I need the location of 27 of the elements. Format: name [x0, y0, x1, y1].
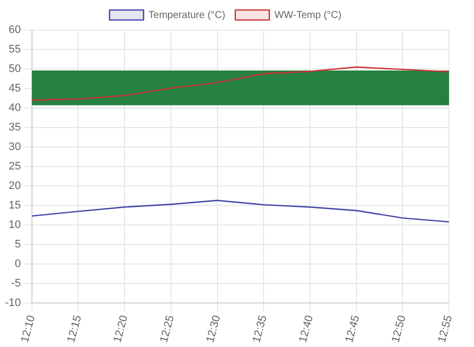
- y-tick-label: 50: [8, 63, 21, 76]
- x-tick-label: 12:45: [343, 314, 362, 344]
- y-tick-label: -10: [4, 297, 21, 310]
- y-tick-label: 55: [8, 44, 21, 56]
- y-tick-label: 0: [14, 258, 21, 270]
- y-tick-label: 60: [8, 24, 21, 36]
- x-tick-label: 12:40: [297, 314, 316, 344]
- x-tick-label: 12:35: [250, 314, 270, 344]
- y-tick-label: 5: [14, 238, 21, 251]
- y-tick-label: 10: [8, 219, 21, 232]
- x-tick-label: 12:50: [390, 314, 408, 344]
- x-tick-label: 12:10: [19, 314, 38, 344]
- legend-label: WW-Temp (°C): [274, 10, 342, 21]
- x-tick-label: 12:15: [65, 314, 84, 344]
- x-tick-label: 12:30: [204, 314, 224, 344]
- y-tick-label: 20: [8, 180, 21, 192]
- y-tick-label: 45: [8, 82, 21, 95]
- x-tick-label: 12:20: [112, 314, 130, 344]
- y-tick-label: 30: [8, 141, 21, 154]
- x-tick-label: 12:25: [158, 314, 177, 344]
- legend-label: Temperature (°C): [148, 10, 226, 21]
- y-tick-label: 15: [8, 200, 21, 212]
- y-tick-label: 40: [8, 102, 21, 114]
- y-tick-label: 35: [8, 122, 21, 134]
- y-tick-label: -5: [11, 278, 21, 290]
- x-tick-label: 12:55: [436, 314, 455, 344]
- y-tick-label: 25: [8, 160, 21, 173]
